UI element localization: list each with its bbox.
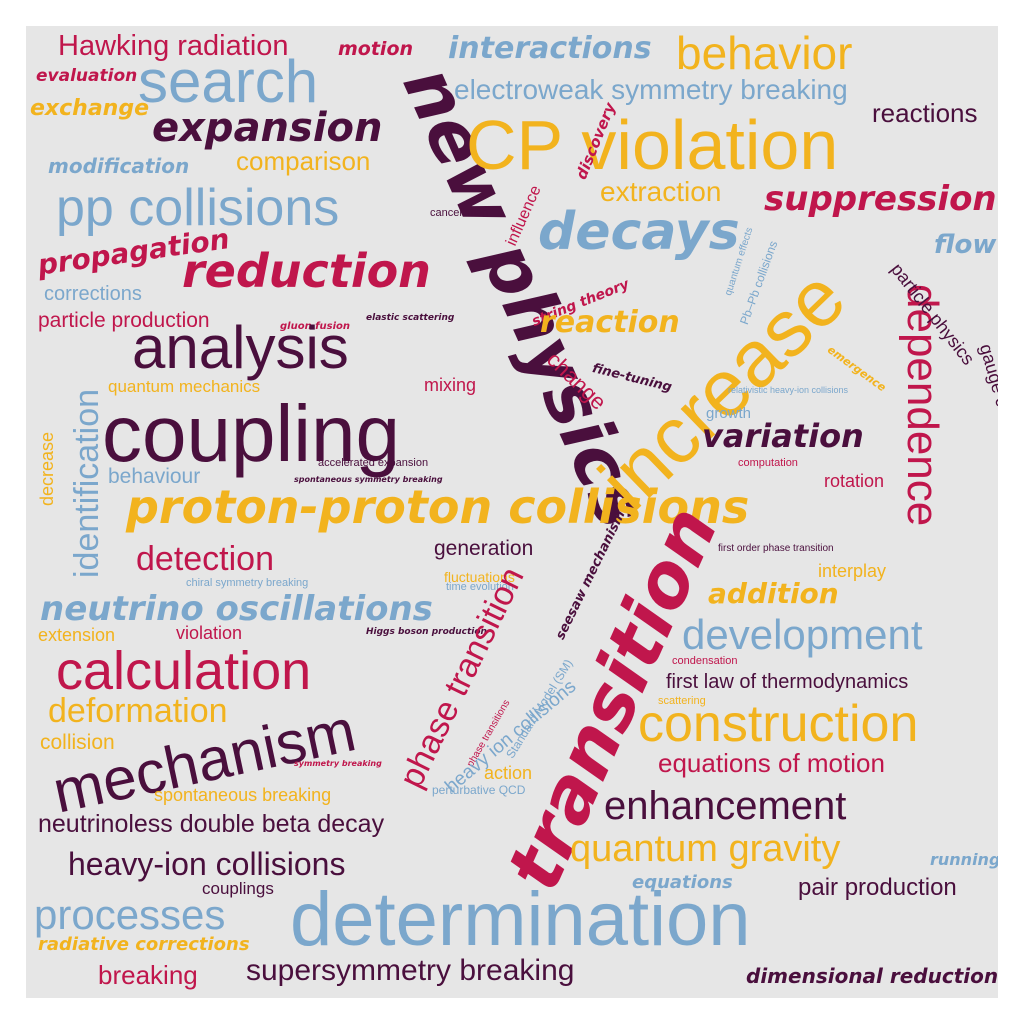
word-equations-of-motion: equations of motion (658, 748, 885, 778)
word-evaluation: evaluation (36, 66, 138, 86)
word-violation: violation (176, 623, 243, 643)
word-quantum-mechanics: quantum mechanics (108, 377, 261, 396)
word-pp-collisions: pp collisions (56, 179, 340, 237)
word-enhancement: enhancement (604, 784, 847, 828)
word-dimensional-reduction: dimensional reduction (746, 964, 998, 988)
word-cloud: Hawking radiation motion interactions be… (26, 26, 998, 998)
word-condensation: condensation (672, 655, 738, 667)
word-decays: decays (538, 202, 740, 262)
word-behaviour: behaviour (108, 465, 201, 488)
word-chiral-symmetry-breaking: chiral symmetry breaking (186, 577, 309, 589)
word-particle-production: particle production (38, 309, 210, 332)
word-deformation: deformation (48, 692, 228, 730)
word-pair-production: pair production (798, 874, 957, 901)
word-addition: addition (708, 577, 839, 610)
word-equations: equations (632, 872, 733, 893)
word-first-law-of-thermodynamics: first law of thermodynamics (666, 671, 909, 693)
word-spontaneous-breaking: spontaneous breaking (154, 785, 332, 805)
word-corrections: corrections (44, 283, 142, 305)
word-cp-violation: CP violation (466, 106, 839, 184)
word-development: development (682, 611, 923, 658)
word-proton-proton-collisions: proton-proton collisions (126, 480, 750, 534)
word-calculation: calculation (56, 641, 312, 701)
word-gauge-coupling-unification: gauge coupling unification (975, 341, 998, 548)
word-decrease: decrease (37, 431, 57, 506)
word-gluon-fusion: gluon fusion (280, 321, 351, 332)
word-extraction: extraction (600, 176, 722, 207)
word-accelerated-expansion: accelerated expansion (318, 457, 429, 469)
word-collision: collision (40, 731, 115, 754)
word-behavior: behavior (676, 27, 853, 79)
word-search: search (138, 48, 319, 115)
word-reactions: reactions (872, 98, 978, 128)
word-processes: processes (34, 891, 226, 938)
word-relativistic-heavy-ion-collisions: relativistic heavy-ion collisions (728, 385, 849, 395)
word-exchange: exchange (30, 96, 149, 121)
word-variation: variation (702, 417, 864, 455)
word-hawking-radiation: Hawking radiation (58, 30, 289, 62)
word-computation: computation (738, 457, 798, 469)
word-growth: growth (706, 405, 752, 422)
word-time-evolution: time evolution (446, 581, 514, 593)
word-neutrinoless-double-beta-decay: neutrinoless double beta decay (38, 810, 385, 838)
word-rotation: rotation (824, 471, 885, 491)
word-identification: identification (68, 388, 106, 578)
word-perturbative-qcd: perturbative QCD (432, 783, 526, 797)
word-motion: motion (338, 38, 414, 60)
word-symmetry-breaking: symmetry breaking (294, 759, 382, 768)
word-elastic-scattering: elastic scattering (366, 313, 455, 323)
word-cancellation: cancellation (430, 207, 489, 219)
word-neutrino-oscillations: neutrino oscillations (40, 589, 433, 629)
word-interplay: interplay (818, 561, 887, 581)
word-radiative-corrections: radiative corrections (38, 934, 250, 955)
word-fluctuations: fluctuations (444, 569, 515, 585)
word-couplings: couplings (202, 879, 274, 898)
word-first-order-phase-transition: first order phase transition (718, 543, 834, 554)
word-interactions: interactions (448, 31, 652, 66)
word-analysis: analysis (132, 314, 349, 381)
word-mixing: mixing (424, 375, 477, 395)
word-construction: construction (638, 695, 919, 753)
word-suppression: suppression (764, 179, 997, 219)
word-modification: modification (48, 154, 190, 178)
word-higgs-boson-production: Higgs boson production (366, 627, 487, 637)
word-expansion: expansion (152, 105, 383, 151)
word-extension: extension (38, 625, 116, 645)
word-reaction: reaction (540, 305, 680, 340)
word-determination: determination (290, 877, 751, 962)
word-reduction: reduction (182, 244, 431, 298)
word-breaking: breaking (98, 960, 198, 990)
word-comparison: comparison (236, 146, 371, 176)
word-electroweak-symmetry-breaking: electroweak symmetry breaking (454, 74, 848, 105)
word-supersymmetry-breaking: supersymmetry breaking (246, 954, 575, 987)
word-spontaneous-symmetry-breaking: spontaneous symmetry breaking (294, 475, 443, 484)
word-running: running (930, 850, 998, 869)
word-action: action (484, 763, 533, 783)
word-generation: generation (434, 537, 534, 560)
word-detection: detection (136, 540, 274, 578)
word-scattering: scattering (658, 695, 706, 707)
word-quantum-gravity: quantum gravity (570, 828, 841, 870)
word-coupling: coupling (102, 389, 401, 478)
word-flow: flow (934, 230, 997, 260)
word-heavy-ion-collisions-2: heavy-ion collisions (68, 846, 346, 882)
